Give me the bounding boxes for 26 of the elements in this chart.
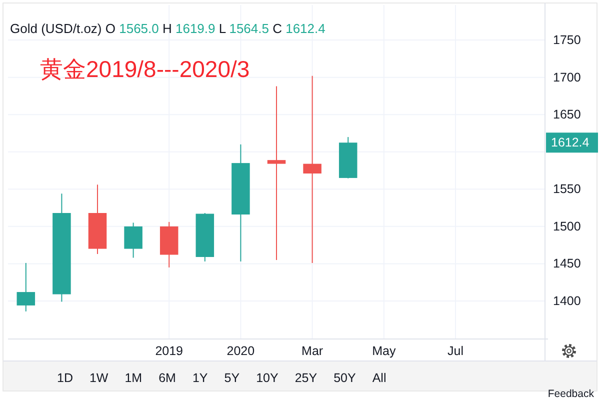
x-tick-label: 2020: [226, 344, 255, 358]
text: 1W: [89, 371, 108, 385]
text: 5Y: [224, 371, 240, 385]
text: 50Y: [334, 371, 356, 385]
y-tick-label: 1450: [553, 256, 581, 271]
y-tick-label: 1400: [553, 294, 581, 308]
text: 1D: [57, 371, 73, 385]
x-tick-label: 2019: [155, 344, 183, 358]
title: 黄金2019/8---2020/3: [40, 56, 250, 82]
y-tick-label: 1550: [553, 182, 581, 196]
price-tag: 1612.4: [546, 132, 598, 153]
y-tick-label: 1750: [553, 33, 581, 48]
text: 10Y: [256, 371, 279, 385]
x-tick-label: Jul: [448, 344, 464, 358]
text: 25Y: [294, 371, 318, 385]
y-tick-label: 1650: [553, 108, 581, 122]
subtitle: Gold (USD/t.oz) O 1565.0 H 1619.9 L 1564.5 C 1612.4: [10, 21, 326, 36]
x-tick-label: Mar: [302, 344, 324, 358]
text: 1M: [124, 371, 142, 385]
y-tick-label: 1700: [553, 70, 581, 84]
y-tick-label: 1500: [553, 219, 581, 234]
text: All: [372, 371, 386, 385]
text: 6M: [158, 371, 176, 385]
x-tick-label: May: [372, 344, 396, 358]
text: 1Y: [192, 371, 208, 385]
text: Feedback: [548, 388, 595, 400]
